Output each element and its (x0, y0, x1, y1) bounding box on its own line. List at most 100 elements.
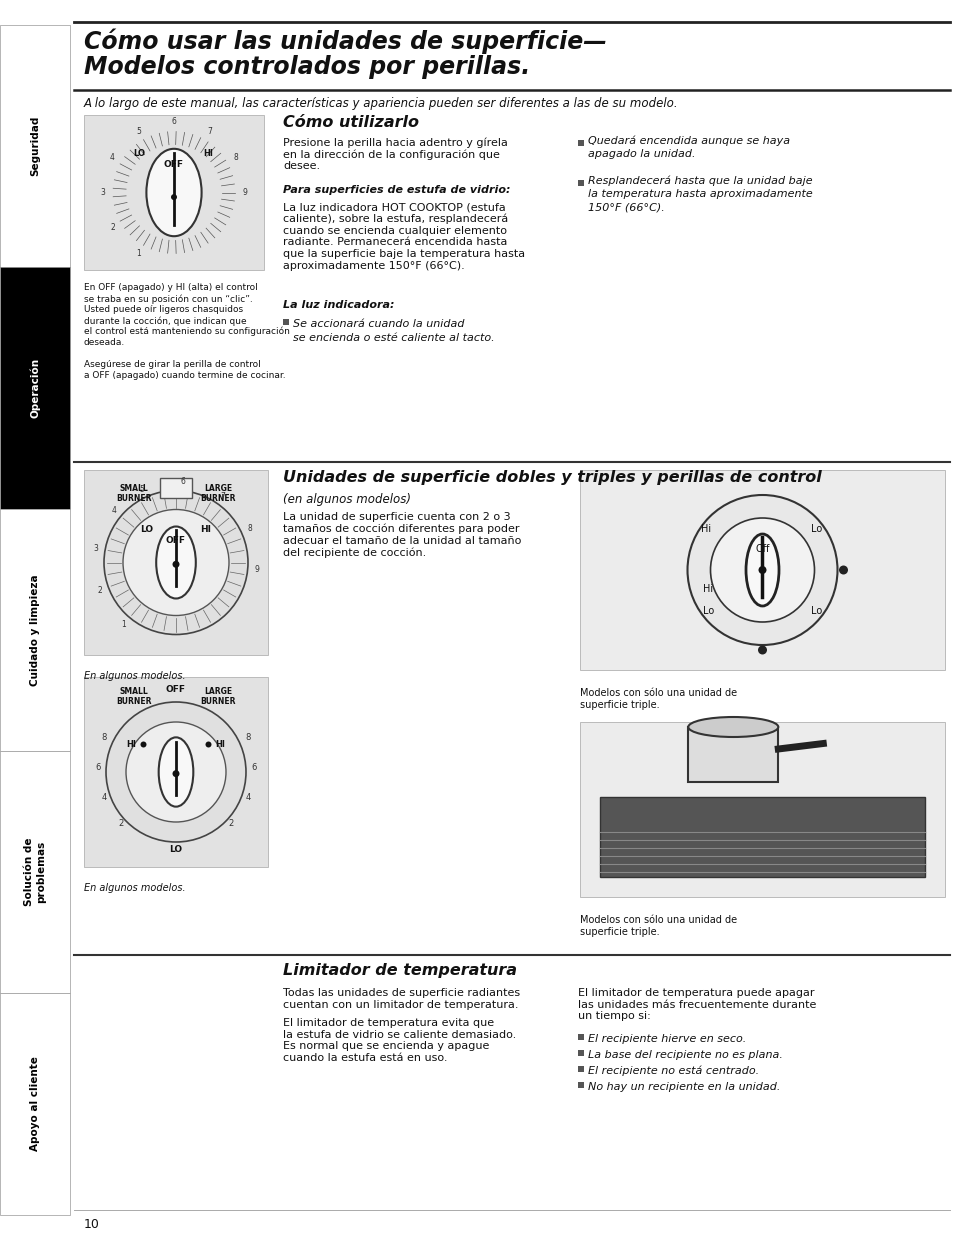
Text: 1: 1 (121, 620, 126, 629)
Bar (578, 140, 583, 146)
Text: En algunos modelos.: En algunos modelos. (84, 883, 186, 893)
Text: 7: 7 (220, 492, 225, 500)
Text: Modelos controlados por perillas.: Modelos controlados por perillas. (84, 56, 530, 79)
Circle shape (205, 741, 212, 747)
Text: La luz indicadora:: La luz indicadora: (283, 300, 395, 310)
Text: HI: HI (204, 149, 213, 158)
Text: OFF: OFF (166, 536, 186, 545)
Text: Seguridad: Seguridad (30, 116, 40, 177)
Ellipse shape (745, 534, 779, 606)
Text: se encienda o esté caliente al tacto.: se encienda o esté caliente al tacto. (293, 333, 494, 343)
Text: 9: 9 (254, 566, 259, 574)
Text: 4: 4 (245, 793, 251, 802)
Bar (687, 727, 778, 782)
Ellipse shape (156, 526, 195, 599)
Text: Operación: Operación (30, 358, 40, 419)
Text: LO: LO (140, 525, 153, 535)
Bar (578, 1050, 583, 1056)
Text: deseada.: deseada. (84, 338, 125, 347)
Bar (160, 478, 192, 498)
Text: 150°F (66°C).: 150°F (66°C). (587, 203, 664, 212)
Text: se traba en su posición con un “clic”.: se traba en su posición con un “clic”. (84, 294, 253, 304)
Bar (0, 25, 70, 267)
Text: A lo largo de este manual, las características y apariencia pueden ser diferente: A lo largo de este manual, las caracterí… (84, 98, 678, 110)
Bar (84, 677, 268, 867)
Text: Hi: Hi (702, 584, 713, 594)
Bar (599, 797, 924, 877)
Ellipse shape (158, 737, 193, 806)
Text: El limitador de temperatura evita que
la estufa de vidrio se caliente demasiado.: El limitador de temperatura evita que la… (283, 1018, 516, 1063)
Text: apagado la unidad.: apagado la unidad. (587, 149, 695, 159)
Text: En OFF (apagado) y HI (alta) el control: En OFF (apagado) y HI (alta) el control (84, 283, 257, 291)
Text: 8: 8 (245, 732, 251, 741)
Ellipse shape (687, 718, 778, 737)
Text: 1: 1 (136, 249, 141, 258)
Text: (en algunos modelos): (en algunos modelos) (283, 493, 411, 506)
Text: Asegúrese de girar la perilla de control: Asegúrese de girar la perilla de control (84, 359, 260, 369)
Bar (84, 471, 268, 655)
Circle shape (104, 490, 248, 635)
Text: 4: 4 (110, 152, 114, 162)
Text: Presione la perilla hacia adentro y gírela
en la dirección de la configuración q: Presione la perilla hacia adentro y gíre… (283, 137, 507, 172)
Text: Quedará encendida aunque se haya: Quedará encendida aunque se haya (587, 135, 789, 146)
Circle shape (172, 561, 179, 568)
Bar (0, 509, 70, 751)
Text: 8: 8 (233, 152, 237, 162)
Text: Limitador de temperatura: Limitador de temperatura (283, 963, 517, 978)
Text: 6: 6 (251, 762, 256, 772)
Text: La base del recipiente no es plana.: La base del recipiente no es plana. (587, 1050, 782, 1060)
Text: 7: 7 (207, 126, 212, 136)
Text: durante la cocción, que indican que: durante la cocción, que indican que (84, 316, 247, 326)
Circle shape (838, 566, 847, 574)
Text: 8: 8 (247, 524, 252, 532)
Text: 4: 4 (112, 506, 116, 515)
Text: el control está manteniendo su configuración: el control está manteniendo su configura… (84, 327, 290, 336)
Bar (283, 319, 289, 325)
Text: 4: 4 (101, 793, 107, 802)
Text: la temperatura hasta aproximadamente: la temperatura hasta aproximadamente (587, 189, 812, 199)
Bar (0, 267, 70, 509)
Bar (578, 1082, 583, 1088)
Text: 3: 3 (93, 543, 98, 553)
Text: HI: HI (127, 740, 136, 748)
Text: Todas las unidades de superficie radiantes
cuentan con un limitador de temperatu: Todas las unidades de superficie radiant… (283, 988, 519, 1009)
Circle shape (123, 510, 229, 615)
Text: Resplandecerá hasta que la unidad baje: Resplandecerá hasta que la unidad baje (587, 175, 812, 185)
Text: 2: 2 (228, 820, 233, 829)
Text: LO: LO (133, 149, 145, 158)
Text: 8: 8 (101, 732, 107, 741)
Circle shape (106, 701, 246, 842)
Text: 2: 2 (97, 585, 102, 595)
Text: 2: 2 (118, 820, 124, 829)
Text: Cuidado y limpieza: Cuidado y limpieza (30, 574, 40, 685)
Text: 5: 5 (136, 126, 141, 136)
Bar (578, 1066, 583, 1072)
Text: Lo: Lo (810, 606, 821, 616)
Text: El recipiente hierve en seco.: El recipiente hierve en seco. (587, 1034, 745, 1044)
Text: 6: 6 (180, 477, 185, 487)
Text: SMALL
BURNER: SMALL BURNER (116, 687, 152, 706)
Circle shape (758, 566, 765, 574)
Text: Lo: Lo (810, 524, 821, 534)
Text: 6: 6 (172, 117, 176, 126)
Text: El recipiente no está centrado.: El recipiente no está centrado. (587, 1066, 759, 1077)
Circle shape (710, 517, 814, 622)
Circle shape (172, 771, 179, 777)
Text: Cómo utilizarlo: Cómo utilizarlo (283, 115, 418, 130)
Bar (578, 180, 583, 186)
Text: SMALL
BURNER: SMALL BURNER (116, 484, 152, 504)
Text: Lo: Lo (702, 606, 714, 616)
Text: La unidad de superficie cuenta con 2 o 3
tamaños de cocción diferentes para pode: La unidad de superficie cuenta con 2 o 3… (283, 513, 521, 558)
Text: 6: 6 (95, 762, 101, 772)
Bar (0, 751, 70, 993)
Text: HI: HI (215, 740, 225, 748)
Text: En algunos modelos.: En algunos modelos. (84, 671, 186, 680)
Circle shape (140, 741, 147, 747)
Text: Hi: Hi (700, 524, 711, 534)
Text: Solución de
problemas: Solución de problemas (24, 837, 46, 906)
Bar (84, 115, 264, 270)
Text: OFF: OFF (164, 161, 184, 169)
Text: La luz indicadora HOT COOKTOP (estufa
caliente), sobre la estufa, resplandecerá
: La luz indicadora HOT COOKTOP (estufa ca… (283, 203, 524, 270)
Text: Modelos con sólo una unidad de
superficie triple.: Modelos con sólo una unidad de superfici… (579, 915, 737, 936)
Text: HI: HI (199, 525, 211, 535)
